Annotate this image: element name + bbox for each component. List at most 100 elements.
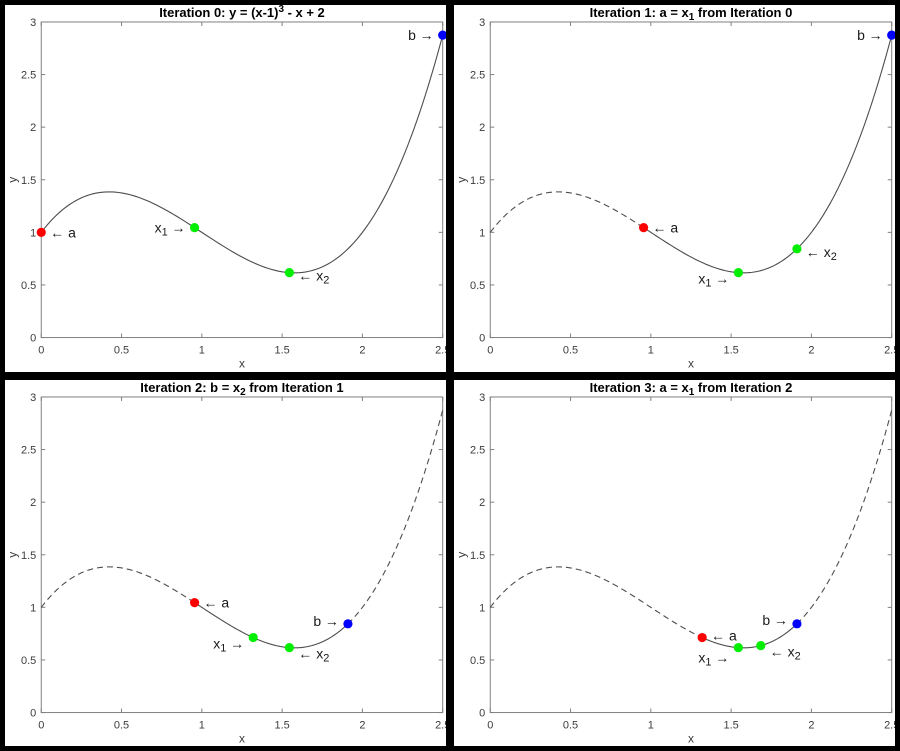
y-tick-label: 1.5 (21, 549, 36, 561)
point-label-x2: ← x2 (806, 244, 837, 263)
y-tick-label: 3 (479, 17, 485, 29)
point-x1 (189, 223, 200, 233)
x-tick-label: 2.5 (435, 345, 446, 357)
point-label-x2: ← x2 (770, 643, 801, 662)
curve-dashed (796, 409, 893, 624)
y-axis-label: y (5, 551, 19, 557)
x-tick-label: 0 (38, 345, 44, 357)
x-tick-label: 1 (199, 719, 205, 731)
point-x2 (284, 642, 294, 652)
y-tick-label: 3 (30, 17, 36, 29)
subplot-panel-iteration-0: 0 0.5 1 1.5 2 2.5 0 0.5 1 1.5 2 2.5 3 x y Iteration 0: … (5, 5, 446, 372)
point-x2 (756, 640, 766, 650)
point-x1 (733, 642, 743, 652)
x-tick-label: 0.5 (563, 345, 578, 357)
x-tick-label: 1.5 (274, 719, 289, 731)
x-tick-label: 2.5 (435, 719, 446, 731)
y-tick-label: 1 (479, 602, 485, 614)
point-a (36, 227, 46, 237)
point-label-x1: x1 → (698, 649, 729, 668)
plot-title: Iteration 2: b = x2 from Iteration 1 (140, 380, 343, 398)
curve-solid (701, 622, 798, 648)
x-tick-label: 0.5 (563, 719, 578, 731)
plot-iteration-3: 0 0.5 1 1.5 2 2.5 0 0.5 1 1.5 2 2.5 3 x y Iteration 3: … (454, 380, 895, 746)
point-x1 (248, 632, 258, 642)
x-tick-label: 2.5 (884, 345, 895, 357)
plot-title: Iteration 0: y = (x-1)3 - x + 2 (159, 5, 325, 20)
y-tick-label: 2 (30, 497, 36, 509)
y-tick-label: 2.5 (21, 444, 36, 456)
x-tick-label: 2 (808, 345, 814, 357)
y-tick-label: 0 (479, 707, 485, 719)
y-tick-label: 0.5 (21, 280, 36, 292)
y-tick-label: 1.5 (470, 175, 485, 187)
point-x2 (792, 244, 802, 254)
point-label-x2: ← x2 (298, 268, 329, 287)
point-b (887, 30, 895, 40)
point-label-x2: ← x2 (298, 645, 329, 664)
y-tick-label: 1 (479, 227, 485, 239)
point-label-a: ← a (711, 627, 737, 643)
point-label-x1: x1 → (155, 220, 186, 239)
curve-solid (194, 601, 349, 648)
curve-solid (643, 34, 893, 274)
y-tick-label: 0.5 (21, 654, 36, 666)
y-axis-label: y (454, 551, 468, 557)
curve-dashed (489, 565, 703, 638)
subplot-panel-iteration-3: 0 0.5 1 1.5 2 2.5 0 0.5 1 1.5 2 2.5 3 x y Iteration 3: … (454, 379, 895, 746)
curve-dashed (347, 409, 444, 624)
point-a (638, 223, 649, 233)
point-a (697, 632, 707, 642)
x-tick-label: 1.5 (723, 345, 738, 357)
curve-dashed (40, 565, 195, 608)
axes-box (489, 21, 893, 339)
x-tick-label: 0 (487, 719, 493, 731)
y-tick-label: 2 (479, 122, 485, 134)
point-b (343, 618, 353, 628)
x-axis-label: x (688, 357, 694, 371)
x-tick-label: 2 (808, 719, 814, 731)
curve-dashed (489, 191, 644, 233)
x-axis-label: x (239, 731, 245, 745)
point-label-b: b → (313, 612, 339, 628)
y-tick-label: 2.5 (21, 70, 36, 82)
y-tick-label: 0 (479, 333, 485, 345)
y-axis-label: y (5, 177, 19, 183)
x-tick-label: 1 (648, 345, 654, 357)
plot-title: Iteration 1: a = x1 from Iteration 0 (590, 5, 793, 23)
x-tick-label: 1 (199, 345, 205, 357)
x-tick-label: 2 (359, 719, 365, 731)
y-tick-label: 0 (30, 333, 36, 345)
point-x2 (284, 268, 294, 278)
point-x1 (733, 268, 743, 278)
x-tick-label: 0.5 (114, 719, 129, 731)
plot-iteration-0: 0 0.5 1 1.5 2 2.5 0 0.5 1 1.5 2 2.5 3 x y Iteration 0: … (5, 5, 446, 371)
axes-box (489, 395, 893, 713)
y-tick-label: 3 (30, 391, 36, 403)
x-tick-label: 1.5 (274, 345, 289, 357)
point-label-x1: x1 → (698, 271, 729, 290)
x-tick-label: 2.5 (884, 719, 895, 731)
point-label-x1: x1 → (213, 635, 244, 654)
x-tick-label: 0 (38, 719, 44, 731)
y-tick-label: 3 (479, 391, 485, 403)
y-tick-label: 2.5 (470, 70, 485, 82)
x-axis-label: x (688, 731, 694, 745)
point-label-b: b → (408, 27, 434, 43)
plot-title: Iteration 3: a = x1 from Iteration 2 (590, 380, 793, 398)
y-tick-label: 1.5 (21, 175, 36, 187)
x-axis-label: x (239, 357, 245, 371)
plot-iteration-1: 0 0.5 1 1.5 2 2.5 0 0.5 1 1.5 2 2.5 3 x y Iteration 1: … (454, 5, 895, 371)
x-tick-label: 1.5 (723, 719, 738, 731)
y-tick-label: 1 (30, 602, 36, 614)
point-label-a: ← a (653, 220, 679, 236)
point-b (792, 618, 802, 628)
axes-box (40, 21, 444, 339)
axes-box (40, 395, 444, 713)
x-tick-label: 0 (487, 345, 493, 357)
y-tick-label: 1 (30, 227, 36, 239)
plot-iteration-2: 0 0.5 1 1.5 2 2.5 0 0.5 1 1.5 2 2.5 3 x y Iteration 2: … (5, 380, 446, 746)
subplot-panel-iteration-1: 0 0.5 1 1.5 2 2.5 0 0.5 1 1.5 2 2.5 3 x y Iteration 1: … (454, 5, 895, 372)
x-tick-label: 0.5 (114, 345, 129, 357)
y-tick-label: 0 (30, 707, 36, 719)
